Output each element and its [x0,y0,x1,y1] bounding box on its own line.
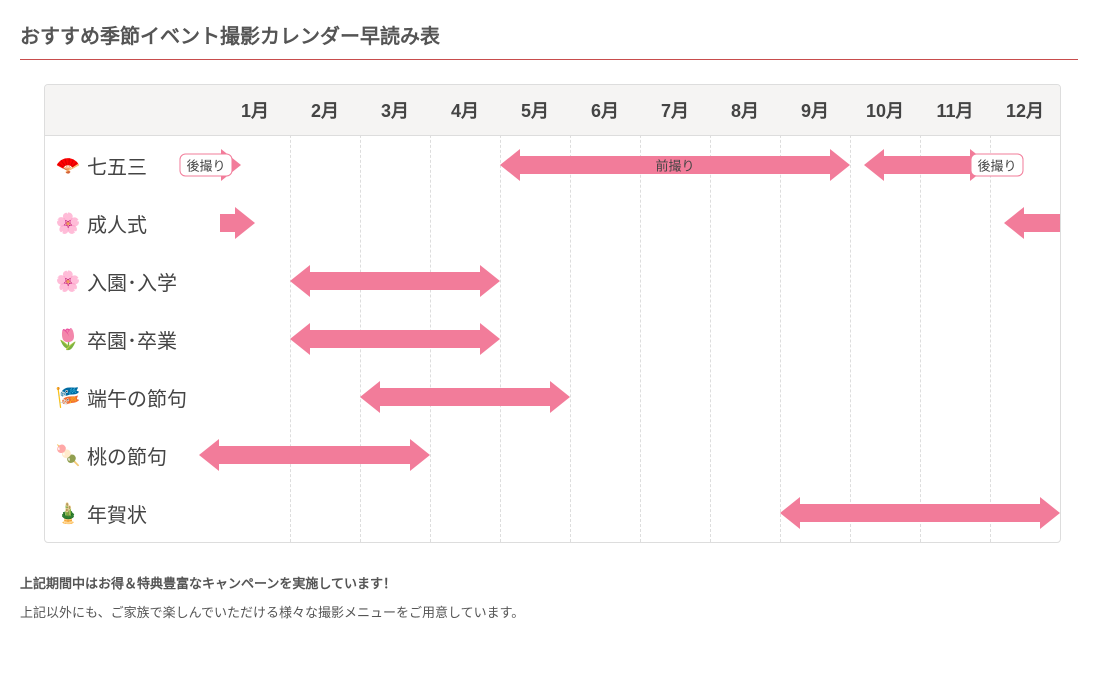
row-icon: 🪭 [55,152,81,178]
arrowhead-right-icon [410,439,430,471]
bar-body [884,156,970,174]
row-name: 卒園･卒業 [87,325,177,354]
month-header: 12月 [990,85,1060,135]
arrowhead-left-icon [864,149,884,181]
row-icon: 🍡 [55,442,81,468]
range-bar [360,381,570,413]
calendar-row: 🌸入園･入学 [45,252,1060,310]
range-bar: 前撮り [500,149,850,181]
page-title: おすすめ季節イベント撮影カレンダー早読み表 [20,20,1078,49]
row-track [220,194,1060,252]
row-label: 🍡桃の節句 [45,441,220,470]
arrowhead-left-icon [199,439,219,471]
calendar-row: 🌷卒園･卒業 [45,310,1060,368]
footnote-1: 上記期間中はお得＆特典豊富なキャンペーンを実施しています！ [20,573,1078,592]
month-header: 8月 [710,85,780,135]
month-header: 4月 [430,85,500,135]
calendar-row: 🎏端午の節句 [45,368,1060,426]
row-name: 七五三 [87,151,147,180]
calendar-row: 🍡桃の節句 [45,426,1060,484]
row-name: 入園･入学 [87,267,177,296]
row-label: 🎍年賀状 [45,499,220,528]
month-header: 2月 [290,85,360,135]
row-label: 🌸入園･入学 [45,267,220,296]
bar-center-text: 前撮り [655,156,694,175]
month-header: 3月 [360,85,430,135]
bar-body [1024,214,1060,232]
calendar-chart: 1月2月3月4月5月6月7月8月9月10月11月12月 🪭七五三 前撮り 後撮り 後撮… [44,84,1061,543]
row-icon: 🌷 [55,326,81,352]
month-header: 1月 [220,85,290,135]
row-name: 成人式 [87,209,147,238]
row-track [220,252,1060,310]
month-header: 10月 [850,85,920,135]
calendar-row: 🎍年賀状 [45,484,1060,542]
month-header: 5月 [500,85,570,135]
row-track [220,426,1060,484]
row-name: 桃の節句 [87,441,167,470]
arrowhead-right-icon [1040,497,1060,529]
calendar-rows: 🪭七五三前撮り後撮り後撮り🌸成人式🌸入園･入学🌷卒園･卒業🎏端午の節句🍡桃の節句… [45,136,1060,542]
arrowhead-right-icon [830,149,850,181]
range-bar [199,439,430,471]
month-header: 11月 [920,85,990,135]
arrowhead-left-icon [290,323,310,355]
calendar-row: 🌸成人式 [45,194,1060,252]
bar-body [800,504,1040,522]
arrowhead-right-icon [480,323,500,355]
range-bar [220,207,255,239]
row-track [220,310,1060,368]
range-bar [1004,207,1060,239]
row-track [220,484,1060,542]
bar-body [380,388,550,406]
title-divider [20,59,1078,60]
row-track [220,368,1060,426]
bar-body [220,214,235,232]
bar-body [219,446,410,464]
month-header: 6月 [570,85,640,135]
bar-body [310,272,480,290]
arrowhead-right-icon [235,207,255,239]
month-header: 7月 [640,85,710,135]
bar-body [310,330,480,348]
row-label: 🌸成人式 [45,209,220,238]
row-track: 前撮り後撮り後撮り [220,136,1060,194]
row-icon: 🎏 [55,384,81,410]
label-pill: 後撮り [970,154,1023,177]
arrowhead-left-icon [360,381,380,413]
calendar-header-row: 1月2月3月4月5月6月7月8月9月10月11月12月 [45,85,1060,136]
row-label: 🌷卒園･卒業 [45,325,220,354]
footnote-2: 上記以外にも、ご家族で楽しんでいただける様々な撮影メニューをご用意しています。 [20,602,1078,621]
arrowhead-left-icon [500,149,520,181]
month-header: 9月 [780,85,850,135]
row-icon: 🎍 [55,500,81,526]
range-bar [290,265,500,297]
label-pill: 後撮り [179,154,232,177]
arrowhead-left-icon [780,497,800,529]
arrowhead-right-icon [550,381,570,413]
row-name: 年賀状 [87,499,147,528]
range-bar [290,323,500,355]
row-name: 端午の節句 [87,383,187,412]
row-icon: 🌸 [55,210,81,236]
row-icon: 🌸 [55,268,81,294]
arrowhead-left-icon [1004,207,1024,239]
row-label: 🎏端午の節句 [45,383,220,412]
arrowhead-right-icon [480,265,500,297]
arrowhead-left-icon [290,265,310,297]
calendar-row: 🪭七五三 前撮り 後撮り 後撮り [45,136,1060,194]
range-bar [780,497,1060,529]
